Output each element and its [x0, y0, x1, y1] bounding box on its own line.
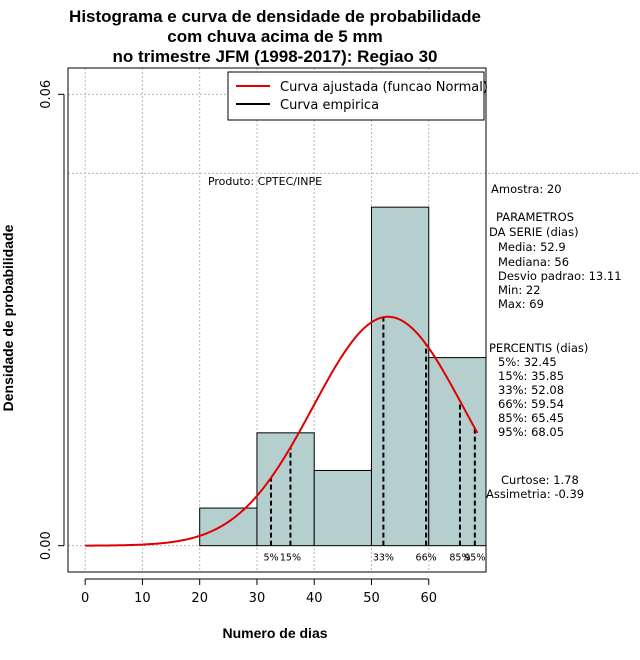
y-axis-label: Densidade de probabilidade [0, 224, 16, 411]
stat-p15: 15%: 35.85 [498, 369, 564, 383]
stat-p66: 66%: 59.54 [498, 397, 564, 411]
normal-fit-curve [85, 315, 479, 547]
percentile-label: 33% [373, 553, 394, 564]
legend: Curva ajustada (funcao Normal) Curva emp… [227, 71, 488, 121]
stat-param-title-2: DA SERIE (dias) [489, 225, 579, 239]
stat-assimetria: Assimetria: -0.39 [486, 487, 584, 501]
legend-label-fitted: Curva ajustada (funcao Normal) [280, 80, 488, 95]
stat-p85: 85%: 65.45 [498, 411, 564, 425]
legend-box [227, 71, 485, 121]
histogram-bar [256, 432, 315, 547]
histogram-bar [370, 206, 430, 547]
stat-percentis-title: PERCENTIS (dias) [489, 341, 588, 355]
percentile-label: 66% [416, 553, 437, 564]
percentile-label: 15% [280, 553, 301, 564]
histogram-bar [199, 507, 258, 547]
chart-title-line-2: com chuva acima de 5 mm [167, 27, 382, 46]
plot-frame [67, 67, 487, 573]
stat-min: Min: 22 [498, 283, 541, 297]
stat-max: Max: 69 [498, 297, 544, 311]
stat-desvio: Desvio padrao: 13.11 [498, 269, 622, 283]
percentile-label: 95% [464, 553, 485, 564]
stat-p95: 95%: 68.05 [498, 425, 564, 439]
histogram-bars [199, 206, 487, 547]
y-tick-label: 0.00 [39, 531, 54, 560]
stat-amostra: Amostra: 20 [491, 182, 562, 196]
percentile-label: 85% [449, 553, 470, 564]
chart-title-line-1: Histograma e curva de densidade de proba… [69, 7, 481, 26]
stat-mediana: Mediana: 56 [498, 255, 569, 269]
x-tick-label: 30 [249, 591, 266, 606]
product-annotation: Produto: CPTEC/INPE [208, 175, 322, 188]
normal-curve-layer [85, 315, 479, 547]
histogram-bar [313, 469, 372, 547]
chart-title-line-3: no trimestre JFM (1998-2017): Regiao 30 [112, 47, 437, 66]
stat-p33: 33%: 52.08 [498, 383, 564, 397]
stats-panel: Amostra: 20 PARAMETROS DA SERIE (dias) M… [486, 182, 622, 501]
stat-param-title-1: PARAMETROS [496, 210, 574, 224]
x-tick-label: 0 [81, 591, 89, 606]
x-tick-label: 10 [134, 591, 151, 606]
y-tick-label: 0.06 [39, 80, 54, 109]
histogram-bar [428, 357, 487, 547]
x-tick-label: 20 [191, 591, 208, 606]
percentile-lines: 5% 15% 33% 66% 85%95% [263, 317, 485, 564]
legend-label-empirical: Curva empirica [280, 98, 379, 113]
stat-p5: 5%: 32.45 [498, 355, 557, 369]
x-tick-label: 40 [306, 591, 323, 606]
x-tick-label: 60 [420, 591, 437, 606]
percentile-label: 5% [263, 553, 278, 564]
x-axis-label: Numero de dias [222, 625, 327, 641]
stat-curtose: Curtose: 1.78 [501, 473, 579, 487]
y-axis: 0.00 0.06 [39, 80, 65, 560]
x-axis: 0 10 20 30 40 50 60 [81, 578, 437, 606]
stat-media: Media: 52.9 [498, 240, 566, 254]
x-tick-label: 50 [363, 591, 380, 606]
